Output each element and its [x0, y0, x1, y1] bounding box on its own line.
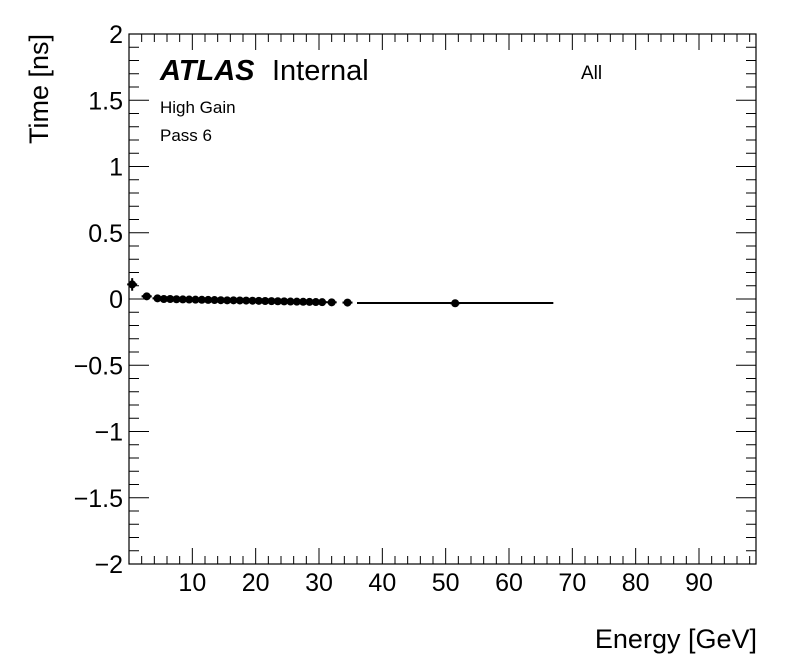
data-point — [185, 295, 194, 304]
data-point — [210, 296, 219, 305]
data-point — [318, 298, 327, 307]
data-point — [280, 297, 289, 306]
data-point — [267, 297, 276, 306]
data-point — [128, 280, 137, 289]
data-point — [178, 295, 187, 304]
data-point — [142, 292, 151, 301]
data-point — [191, 295, 200, 304]
data-points — [127, 278, 461, 308]
x-tick-label: 30 — [305, 569, 333, 597]
data-point — [254, 296, 263, 305]
data-point — [216, 296, 225, 305]
data-point — [451, 299, 460, 308]
x-axis-title: Energy [GeV] — [595, 624, 757, 654]
y-tick-label: 0 — [109, 286, 123, 314]
x-tick-label: 10 — [178, 569, 206, 597]
data-point — [153, 294, 162, 303]
data-point — [229, 296, 238, 305]
data-point — [299, 297, 308, 306]
data-point — [235, 296, 244, 305]
data-point — [343, 298, 352, 307]
data-point — [242, 296, 251, 305]
y-axis-title: Time [ns] — [24, 34, 54, 144]
y-tick-labels: −2 −1.5 −1 −0.5 0 0.5 1 1.5 2 — [74, 21, 123, 579]
pass-label: Pass 6 — [160, 126, 212, 145]
internal-label: Internal — [272, 55, 369, 87]
selection-label: All — [581, 63, 602, 84]
x-tick-label: 90 — [685, 569, 713, 597]
data-point — [286, 297, 295, 306]
x-tick-label: 50 — [432, 569, 460, 597]
y-tick-label: −1.5 — [74, 485, 123, 513]
y-tick-label: 2 — [109, 21, 123, 49]
data-point — [273, 297, 282, 306]
gain-label: High Gain — [160, 98, 236, 117]
data-point — [292, 297, 301, 306]
data-point — [248, 296, 257, 305]
data-point — [159, 295, 168, 303]
y-tick-label: 1.5 — [88, 87, 123, 115]
data-point — [311, 298, 320, 307]
atlas-label: ATLAS — [159, 55, 255, 87]
data-point — [197, 295, 206, 304]
data-point — [327, 298, 336, 307]
y-tick-label: −2 — [94, 551, 123, 579]
y-tick-label: −0.5 — [74, 352, 123, 380]
axis-ticks — [128, 33, 756, 565]
x-tick-label: 20 — [242, 569, 270, 597]
data-point — [305, 297, 314, 306]
x-tick-label: 70 — [558, 569, 586, 597]
x-tick-label: 60 — [495, 569, 523, 597]
x-tick-label: 40 — [368, 569, 396, 597]
y-tick-label: −1 — [94, 419, 123, 447]
data-point — [261, 296, 270, 305]
data-point — [223, 296, 232, 305]
data-point — [166, 295, 175, 303]
y-tick-label: 0.5 — [88, 220, 123, 248]
x-tick-labels: 10 20 30 40 50 60 70 80 90 — [178, 569, 712, 597]
y-tick-label: 1 — [109, 154, 123, 182]
x-tick-label: 80 — [622, 569, 650, 597]
data-point — [172, 295, 181, 304]
data-point — [204, 295, 213, 304]
